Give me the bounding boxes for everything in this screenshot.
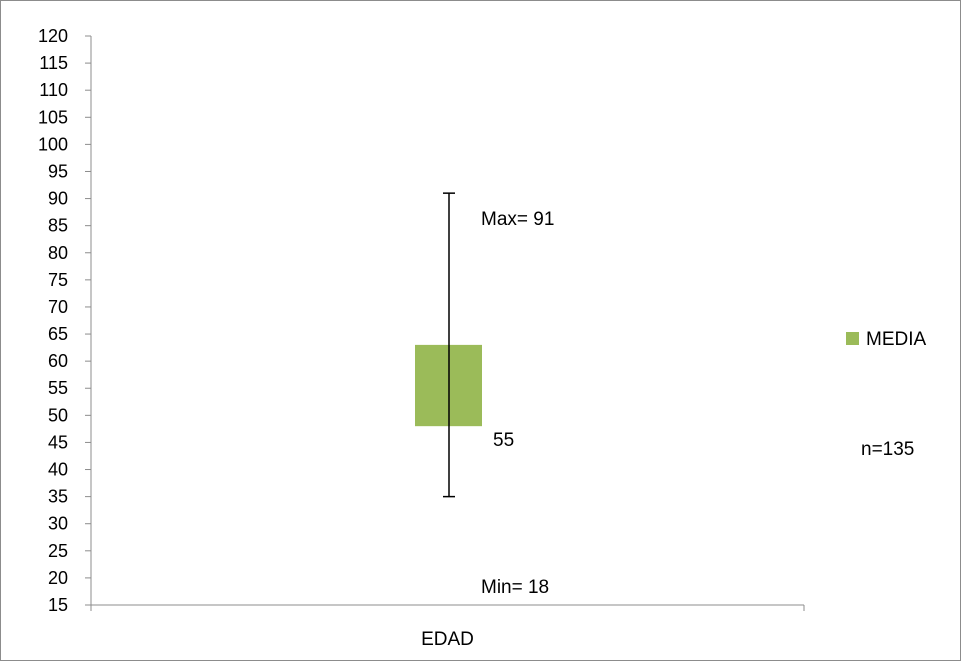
legend-swatch-media [846,332,859,345]
y-ticks: 120 115 110 105 100 95 90 85 80 75 70 65 60 55 50 45 40 3… [38,26,91,615]
y-tick-label: 20 [48,568,68,588]
y-tick-label: 35 [48,487,68,507]
legend: MEDIA [846,329,927,350]
min-annotation: Min= 18 [481,577,549,598]
y-tick-label: 25 [48,541,68,561]
x-axis: EDAD [90,604,805,650]
y-tick-label: 50 [48,405,68,425]
y-tick-label: 100 [38,134,68,154]
y-tick-label: 15 [48,595,68,615]
y-tick-label: 95 [48,161,68,181]
y-tick-label: 120 [38,26,68,46]
y-tick-label: 45 [48,432,68,452]
y-tick-label: 105 [38,107,68,127]
y-tick-label: 60 [48,351,68,371]
y-tick-label: 55 [48,378,68,398]
sample-size-annotation: n=135 [861,439,914,460]
y-tick-label: 80 [48,243,68,263]
bar-data-label: 55 [493,430,514,451]
y-tick-label: 40 [48,460,68,480]
y-tick-label: 85 [48,216,68,236]
y-tick-label: 115 [39,53,68,73]
y-tick-label: 90 [48,189,68,209]
y-tick-label: 110 [39,80,68,100]
y-tick-label: 75 [48,270,68,290]
y-tick-label: 65 [48,324,68,344]
y-tick-label: 30 [48,514,68,534]
legend-label-media: MEDIA [866,329,927,350]
x-category-label: EDAD [421,629,474,650]
plot-area: Max= 91 55 Min= 18 [415,192,554,598]
max-annotation: Max= 91 [481,209,554,230]
y-tick-label: 70 [48,297,68,317]
